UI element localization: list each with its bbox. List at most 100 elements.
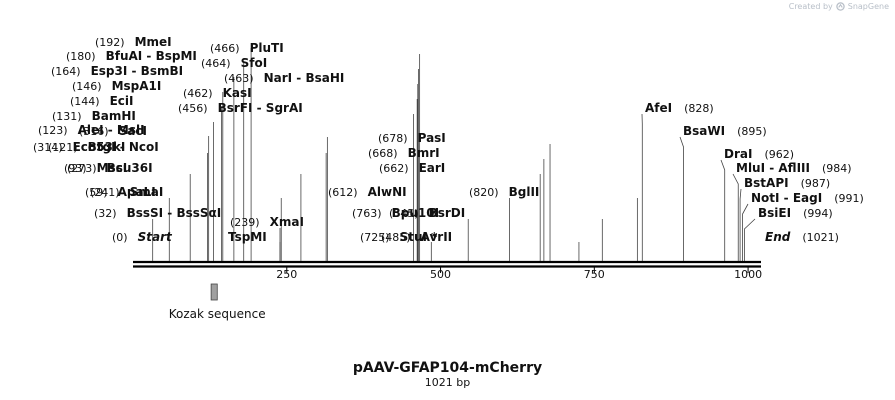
enzyme-name: Esp3I - BsmBI [91,64,183,78]
enzyme-name: BamHI [92,109,136,123]
restriction-site-label[interactable]: (464) SfoI [201,56,267,70]
restriction-site-label[interactable]: (59) ApaLI [85,185,156,199]
cut-position: (456) [178,102,208,115]
cut-position: (678) [378,132,408,145]
cut-position: (123) [38,124,68,137]
enzyme-name: AfeI [645,101,672,115]
restriction-site-label[interactable]: (121) BtgI - NcoI [48,140,159,154]
restriction-site-label[interactable]: (164) Esp3I - BsmBI [51,64,183,78]
restriction-site-label[interactable]: MluI - AflIII (984) [736,161,852,175]
restriction-site-label[interactable]: (180) BfuAI - BspMI [66,49,197,63]
watermark-logo-text: SnapGene [847,2,889,11]
ruler-tick-label: 750 [584,268,605,281]
restriction-site-label[interactable]: (820) BglII [469,185,539,199]
restriction-site-label[interactable]: (241) SmaI [90,185,163,199]
ruler-ticks: 250 500 750 1000 [276,266,762,281]
site-leader-line [679,136,684,261]
restriction-site-label[interactable]: (725) StuI * [360,230,438,244]
restriction-site-label[interactable]: (239) XmaI [230,215,304,229]
restriction-site-label[interactable]: (763) Bpu10I [352,206,439,220]
cut-position: (987) [801,177,831,190]
cut-position: (59) [85,186,108,199]
restriction-site-label[interactable]: BstAPI (987) [744,176,830,190]
cut-position: (466) [210,42,240,55]
cut-position: (93) [64,162,87,175]
site-leader-line [743,218,756,261]
cut-position: (962) [764,148,794,161]
cut-position: (1021) [802,231,839,244]
cut-position: (895) [737,125,767,138]
restriction-site-label[interactable]: (146) MspA1I [72,79,161,93]
restriction-site-label[interactable]: (462) KasI [183,86,252,100]
restriction-site-label[interactable]: (131) BamHI [52,109,136,123]
restriction-site-label[interactable]: (662) EarI [379,161,445,175]
ruler-tick-label: 500 [430,268,451,281]
enzyme-name: TspMI [228,230,267,244]
cut-position: (994) [803,207,833,220]
cut-position: (314) [33,141,63,154]
cut-position: (192) [95,36,125,49]
watermark-prefix: Created by [788,2,833,11]
cut-position: (820) [469,186,499,199]
enzyme-name: BmrI [408,146,440,160]
cut-position: (485) [381,231,411,244]
restriction-site-label[interactable]: (545) BsrDI [389,206,465,220]
enzyme-name: BsrDI [429,206,466,220]
restriction-site-label[interactable]: (466) PluTI [210,41,284,55]
enzyme-name: NotI - EagI [751,191,822,205]
cut-position: (32) [94,207,117,220]
enzyme-name: NarI - BsaHI [264,71,345,85]
enzyme-name: MmeI [135,35,172,49]
restriction-site-label[interactable]: DraI (962) [724,147,794,161]
cut-position: (241) [90,186,120,199]
restriction-site-label[interactable]: (316) SacI [79,124,147,138]
enzyme-name: BfuAI - BspMI [106,49,197,63]
cut-position: (545) [389,207,419,220]
enzyme-name: BssSI - BssSαI [127,206,222,220]
kozak-feature-box[interactable] [210,283,218,301]
cut-position: (0) [112,231,128,244]
enzyme-name: EarI [419,161,446,175]
restriction-site-label[interactable]: (314) Eco53kI [33,140,125,154]
cut-position: (273) [67,162,97,175]
restriction-site-label[interactable]: NotI - EagI (991) [751,191,864,205]
enzyme-name: BstAPI [744,176,789,190]
enzyme-name: ApaLI [118,185,156,199]
enzyme-name: Eco53kI [73,140,126,154]
restriction-site-label[interactable]: (612) AlwNI [328,185,407,199]
feature-layer: Kozak sequence [169,283,266,321]
restriction-site-label[interactable]: (668) BmrI [368,146,440,160]
restriction-site-label[interactable]: (463) NarI - BsaHI [224,71,344,85]
cut-position: (316) [79,125,109,138]
restriction-site-label[interactable]: (123) AleI - MslI [38,123,145,137]
restriction-site-label[interactable]: (192) MmeI [95,35,172,49]
restriction-site-label[interactable]: (0) Start [112,230,173,244]
cut-position: (668) [368,147,398,160]
restriction-site-label[interactable]: End (1021) [765,230,839,244]
enzyme-name: BsiEI [758,206,791,220]
restriction-site-label[interactable]: AfeI (828) [645,101,714,115]
cut-position: (146) [72,80,102,93]
enzyme-name: PasI [418,131,446,145]
cut-position: (725) [360,231,390,244]
site-leader-lines [152,48,756,261]
restriction-site-label[interactable]: (456) BsrFI - SgrAI [178,101,303,115]
enzyme-name: AvrII [421,230,453,244]
restriction-site-label[interactable]: BsiEI (994) [758,206,833,220]
cut-position: (662) [379,162,409,175]
restriction-site-label[interactable]: (144) EciI [70,94,133,108]
enzyme-name: Start [138,230,173,244]
restriction-site-label[interactable]: (485) AvrII [381,230,452,244]
site-leader-line [720,159,726,261]
restriction-site-label[interactable]: (678) PasI [378,131,446,145]
map-title-block: pAAV-GFAP104-mCherry 1021 bp [0,360,895,389]
restriction-site-label[interactable]: BsaWI (895) [683,124,767,138]
enzyme-name: SacI [119,124,147,138]
restriction-site-label[interactable]: (32) BssSI - BssSαI [94,206,221,220]
restriction-site-label[interactable]: TspMI [228,230,267,244]
enzyme-name: AlwNI [368,185,407,199]
feature-label: Kozak sequence [169,307,266,321]
enzyme-name: SmaI [130,185,164,199]
restriction-site-label[interactable]: (93) MscI [64,161,127,175]
restriction-site-label[interactable]: (273) Bsu36I [67,161,153,175]
